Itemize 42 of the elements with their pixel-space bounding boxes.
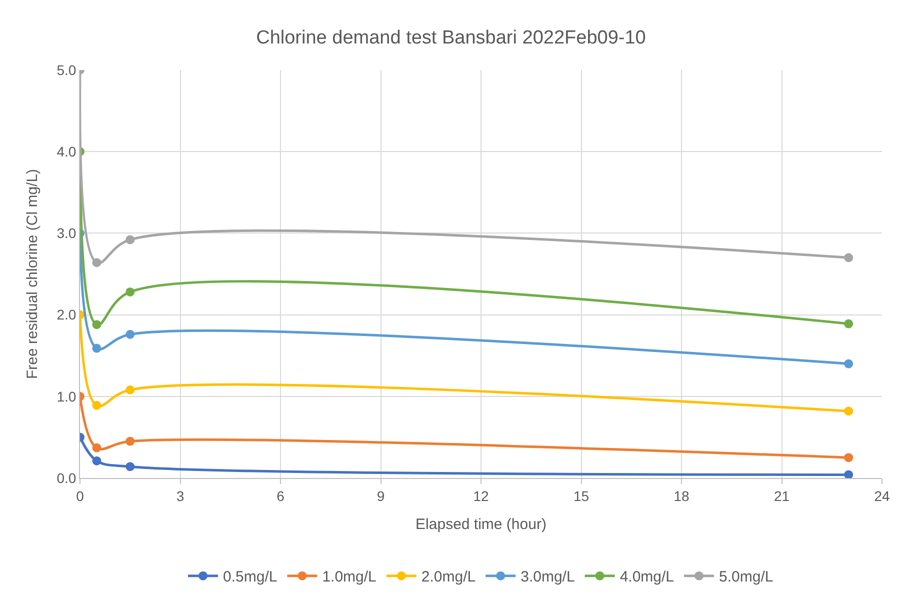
chart-title: Chlorine demand test Bansbari 2022Feb09-10 xyxy=(256,28,646,49)
y-tick-label: 1.0 xyxy=(56,388,76,404)
x-tick-label: 15 xyxy=(573,488,590,504)
point xyxy=(844,453,854,462)
legend-label: 3.0mg/L xyxy=(520,568,575,586)
x-axis-title: Elapsed time (hour) xyxy=(416,516,546,533)
x-tick-label: 24 xyxy=(874,488,890,504)
y-tick-label: 3.0 xyxy=(56,225,76,242)
point xyxy=(844,406,854,416)
point xyxy=(126,462,135,472)
point xyxy=(126,436,135,446)
x-tick-label: 12 xyxy=(473,488,489,504)
x-tick-label: 18 xyxy=(674,488,690,504)
legend-label: 5.0mg/L xyxy=(719,568,774,586)
y-axis-title: Free residual chlorine (Cl mg/L) xyxy=(24,168,41,380)
x-tick-label: 0 xyxy=(76,488,84,504)
point xyxy=(126,287,135,296)
point xyxy=(92,456,102,466)
point xyxy=(844,319,854,328)
point xyxy=(92,320,102,330)
x-tick-label: 9 xyxy=(376,488,385,504)
point xyxy=(844,359,854,368)
point xyxy=(126,385,135,394)
legend-label: 4.0mg/L xyxy=(620,568,674,586)
point xyxy=(844,470,854,478)
legend-label: 2.0mg/L xyxy=(421,568,476,586)
point xyxy=(92,344,102,353)
point xyxy=(126,235,135,244)
x-tick-label: 21 xyxy=(774,488,790,504)
y-tick-label: 4.0 xyxy=(56,144,76,160)
point xyxy=(92,443,102,452)
y-tick-label: 2.0 xyxy=(56,306,76,323)
legend-label: 1.0mg/L xyxy=(322,568,376,586)
x-tick-label: 3 xyxy=(176,488,184,504)
y-tick-label: 5.0 xyxy=(56,62,76,78)
point xyxy=(92,258,102,268)
point xyxy=(92,400,102,410)
legend-label: 0.5mg/L xyxy=(223,568,278,586)
y-tick-label: 0.0 xyxy=(56,470,76,486)
x-tick-label: 6 xyxy=(276,488,285,504)
point xyxy=(844,253,854,262)
point xyxy=(126,330,135,339)
